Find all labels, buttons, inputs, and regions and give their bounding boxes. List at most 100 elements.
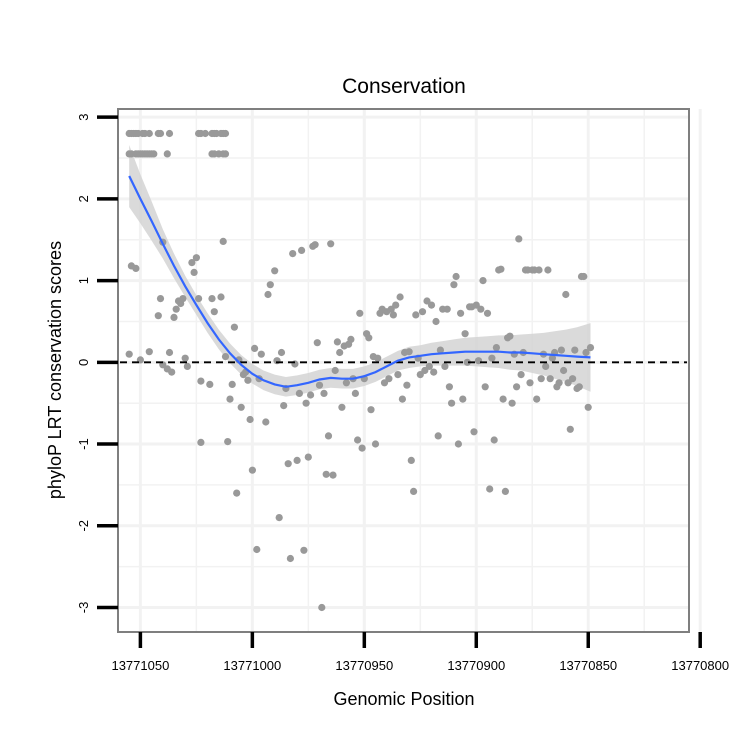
data-point xyxy=(526,379,534,387)
data-point xyxy=(286,554,294,563)
data-point xyxy=(295,389,303,397)
x-axis: 13771050 13771000 13770950 13770900 13770850… xyxy=(111,632,729,673)
data-point xyxy=(324,432,333,440)
data-point xyxy=(508,399,516,407)
data-point xyxy=(445,383,453,391)
data-point xyxy=(183,362,191,370)
plot-frame xyxy=(117,108,690,633)
data-point xyxy=(318,603,326,612)
data-point xyxy=(566,425,574,433)
data-point xyxy=(470,428,478,436)
x-tick-label: 13770850 xyxy=(559,658,617,673)
data-point xyxy=(365,334,373,342)
data-point xyxy=(156,129,165,138)
data-point xyxy=(533,395,541,403)
data-point xyxy=(354,436,362,444)
data-point xyxy=(477,305,485,313)
data-point xyxy=(271,267,279,275)
data-point xyxy=(280,402,288,410)
data-point xyxy=(555,379,563,387)
data-point xyxy=(461,330,469,338)
data-point xyxy=(410,487,418,495)
data-point xyxy=(452,272,460,281)
data-point xyxy=(535,266,543,274)
data-point xyxy=(434,432,442,440)
data-point xyxy=(580,272,588,281)
data-point xyxy=(392,301,400,309)
data-point xyxy=(244,376,252,384)
data-point xyxy=(356,309,364,317)
x-axis-title: Genomic Position xyxy=(333,689,474,709)
data-point xyxy=(459,395,467,403)
grid xyxy=(118,109,702,632)
data-point xyxy=(342,379,350,387)
data-point xyxy=(336,348,344,357)
data-point xyxy=(315,381,324,389)
data-point xyxy=(557,346,566,354)
data-point xyxy=(488,354,496,362)
data-point xyxy=(217,293,225,301)
data-point xyxy=(125,350,133,358)
data-point xyxy=(331,366,339,375)
data-point xyxy=(329,471,337,479)
data-point xyxy=(228,380,236,388)
data-point xyxy=(497,265,505,273)
data-point xyxy=(407,456,415,464)
x-tick-label: 13771000 xyxy=(223,658,281,673)
data-point xyxy=(412,311,420,319)
data-point xyxy=(338,403,346,411)
data-point xyxy=(499,395,507,403)
data-point xyxy=(479,277,487,285)
data-point xyxy=(320,389,328,397)
data-point xyxy=(481,383,489,391)
data-point xyxy=(275,514,283,522)
data-point xyxy=(197,377,205,385)
data-point xyxy=(208,295,216,303)
data-point xyxy=(192,254,200,262)
data-point xyxy=(246,415,254,424)
data-point xyxy=(582,348,590,357)
data-point xyxy=(221,129,230,138)
data-point xyxy=(347,335,355,343)
data-point xyxy=(181,354,189,362)
y-tick-label: 3 xyxy=(76,114,91,121)
data-point xyxy=(517,371,525,379)
data-point xyxy=(351,389,359,397)
y-tick-label: 1 xyxy=(76,277,91,284)
data-point xyxy=(188,259,196,267)
data-point xyxy=(450,281,458,289)
data-point xyxy=(221,353,230,361)
data-point xyxy=(492,344,500,352)
data-point xyxy=(201,129,209,138)
x-tick-label: 13770950 xyxy=(335,658,393,673)
data-point xyxy=(251,344,259,352)
data-point xyxy=(367,406,375,414)
y-tick-label: 2 xyxy=(76,195,91,202)
data-point xyxy=(145,348,153,356)
data-point xyxy=(172,305,180,313)
y-tick-label: -3 xyxy=(76,602,91,614)
data-point xyxy=(145,129,153,138)
data-point xyxy=(170,313,178,321)
data-point xyxy=(233,489,241,497)
data-point xyxy=(311,241,319,249)
data-point xyxy=(195,295,203,303)
y-axis: 3 2 1 0 -1 -2 -3 xyxy=(76,114,118,614)
y-tick-label: -2 xyxy=(76,520,91,532)
data-point xyxy=(257,350,265,358)
data-point xyxy=(569,375,577,383)
data-point xyxy=(165,348,174,357)
data-point xyxy=(457,309,465,317)
data-point xyxy=(168,368,176,376)
data-point xyxy=(253,545,261,554)
data-point xyxy=(206,380,214,388)
data-point xyxy=(197,438,205,446)
data-point xyxy=(562,290,570,299)
data-point xyxy=(156,295,165,303)
data-point xyxy=(483,309,492,317)
data-point xyxy=(304,453,312,461)
data-point xyxy=(513,383,521,391)
data-point xyxy=(584,403,592,411)
data-point xyxy=(221,150,230,158)
data-point xyxy=(165,129,174,138)
